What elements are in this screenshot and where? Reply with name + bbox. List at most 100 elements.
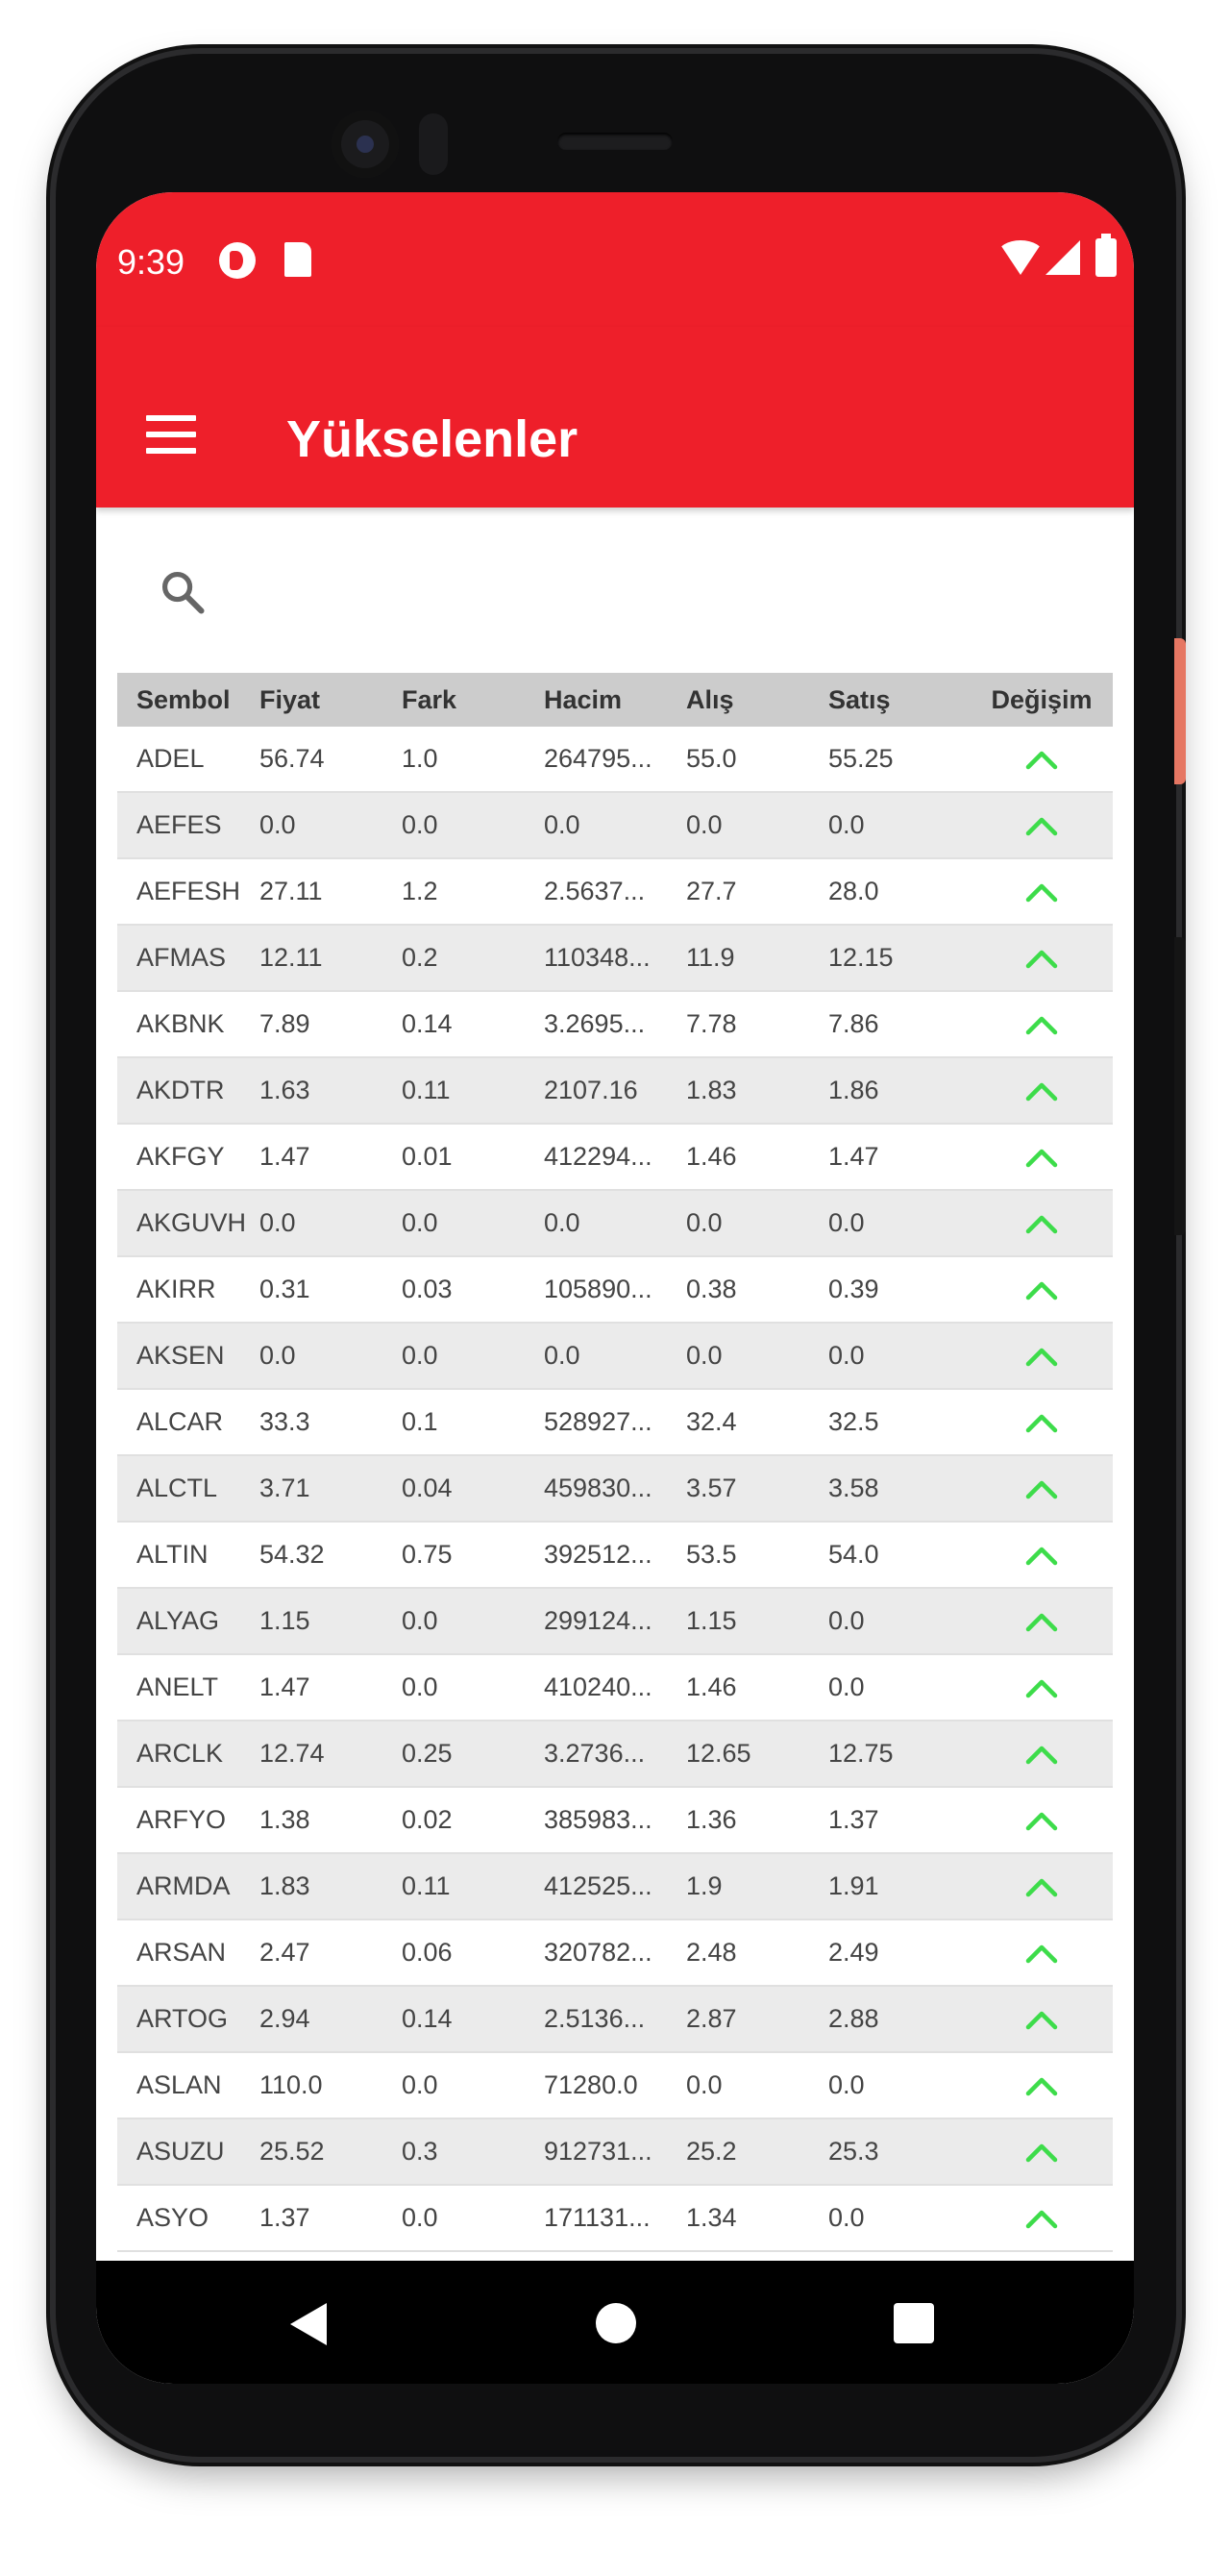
search-input[interactable] bbox=[240, 556, 1090, 625]
search-bar bbox=[96, 508, 1134, 671]
table-cell: 0.0 bbox=[259, 1341, 296, 1370]
table-cell: ALYAG bbox=[136, 1606, 220, 1635]
table-cell: AKGUVH bbox=[136, 1208, 247, 1237]
table-cell: 2.48 bbox=[686, 1938, 737, 1967]
table-cell: 912731... bbox=[544, 2137, 652, 2166]
table-row[interactable]: ADEL 56.74 1.0 264795... 55.0 55.25 bbox=[117, 727, 1113, 793]
table-row[interactable]: ANELT 1.47 0.0 410240... 1.46 0.0 bbox=[117, 1655, 1113, 1721]
column-header: Fiyat bbox=[259, 684, 321, 714]
table-row[interactable]: AKDTR 1.63 0.11 2107.16 1.83 1.86 bbox=[117, 1058, 1113, 1125]
table-cell: 53.5 bbox=[686, 1540, 737, 1569]
change-cell bbox=[971, 2142, 1113, 2163]
change-cell bbox=[971, 1810, 1113, 1831]
chevron-up-icon bbox=[1025, 2011, 1058, 2029]
table-cell: 0.01 bbox=[402, 1142, 453, 1171]
table-cell: 0.0 bbox=[402, 2070, 438, 2099]
change-cell bbox=[971, 1412, 1113, 1433]
table-cell: 264795... bbox=[544, 744, 652, 773]
search-icon[interactable] bbox=[158, 567, 208, 617]
back-button[interactable] bbox=[290, 2303, 327, 2345]
menu-icon[interactable] bbox=[146, 415, 196, 454]
table-row[interactable]: ARCLK 12.74 0.25 3.2736... 12.65 12.75 bbox=[117, 1721, 1113, 1788]
table-row[interactable]: ALYAG 1.15 0.0 299124... 1.15 0.0 bbox=[117, 1589, 1113, 1655]
table-cell: AEFES bbox=[136, 810, 222, 839]
table-row[interactable]: AKSEN 0.0 0.0 0.0 0.0 0.0 bbox=[117, 1324, 1113, 1390]
table-cell: 1.83 bbox=[686, 1076, 737, 1104]
table-row[interactable]: ASLAN 110.0 0.0 71280.0 0.0 0.0 bbox=[117, 2053, 1113, 2119]
table-cell: 2.47 bbox=[259, 1938, 310, 1967]
table-row[interactable]: ARMDA 1.83 0.11 412525... 1.9 1.91 bbox=[117, 1854, 1113, 1920]
table-cell: 12.74 bbox=[259, 1739, 325, 1768]
table-cell: 0.38 bbox=[686, 1275, 737, 1303]
front-camera bbox=[332, 111, 399, 178]
chevron-up-icon bbox=[1025, 1215, 1058, 1233]
table-cell: 1.15 bbox=[259, 1606, 310, 1635]
battery-icon bbox=[1095, 234, 1117, 277]
table-cell: 1.47 bbox=[259, 1142, 310, 1171]
table-row[interactable]: AKFGY 1.47 0.01 412294... 1.46 1.47 bbox=[117, 1125, 1113, 1191]
table-row[interactable]: AKBNK 7.89 0.14 3.2695... 7.78 7.86 bbox=[117, 992, 1113, 1058]
column-header: Fark bbox=[402, 684, 457, 714]
table-cell: 25.52 bbox=[259, 2137, 325, 2166]
table-cell: 320782... bbox=[544, 1938, 652, 1967]
recent-apps-button[interactable] bbox=[894, 2303, 934, 2343]
table-row[interactable]: ASUZU 25.52 0.3 912731... 25.2 25.3 bbox=[117, 2119, 1113, 2186]
table-header: Sembol Fiyat Fark Hacim Alış Satış Değişim bbox=[117, 673, 1113, 727]
table-cell: 0.0 bbox=[828, 1341, 865, 1370]
table-cell: 171131... bbox=[544, 2203, 651, 2232]
table-row[interactable]: AEFES 0.0 0.0 0.0 0.0 0.0 bbox=[117, 793, 1113, 859]
table-cell: 2107.16 bbox=[544, 1076, 638, 1104]
table-row[interactable]: AEFESH 27.11 1.2 2.5637... 27.7 28.0 bbox=[117, 859, 1113, 926]
table-row[interactable]: ALCTL 3.71 0.04 459830... 3.57 3.58 bbox=[117, 1456, 1113, 1523]
chevron-up-icon bbox=[1025, 1613, 1058, 1631]
column-header: Değişim bbox=[991, 684, 1093, 714]
page-title: Yükselenler bbox=[286, 410, 578, 468]
table-cell: AKIRR bbox=[136, 1275, 216, 1303]
chevron-up-icon bbox=[1025, 1082, 1058, 1101]
table-cell: 1.47 bbox=[828, 1142, 879, 1171]
table-cell: 1.47 bbox=[259, 1672, 310, 1701]
table-cell: 0.0 bbox=[686, 1341, 723, 1370]
table-row[interactable]: ARFYO 1.38 0.02 385983... 1.36 1.37 bbox=[117, 1788, 1113, 1854]
table-cell: 0.0 bbox=[828, 2203, 865, 2232]
chevron-up-icon bbox=[1025, 1547, 1058, 1565]
table-cell: 1.37 bbox=[828, 1805, 879, 1834]
table-cell: 110348... bbox=[544, 943, 651, 972]
table-cell: 2.94 bbox=[259, 2004, 310, 2033]
table-cell: 0.0 bbox=[402, 1341, 438, 1370]
chevron-up-icon bbox=[1025, 1812, 1058, 1830]
table-row[interactable]: ALTIN 54.32 0.75 392512... 53.5 54.0 bbox=[117, 1523, 1113, 1589]
change-cell bbox=[971, 1279, 1113, 1300]
table-cell: 0.0 bbox=[544, 1208, 580, 1237]
table-row[interactable]: ARSAN 2.47 0.06 320782... 2.48 2.49 bbox=[117, 1920, 1113, 1987]
change-cell bbox=[971, 1943, 1113, 1964]
navigation-bar bbox=[96, 2261, 1134, 2384]
table-row[interactable]: ARTOG 2.94 0.14 2.5136... 2.87 2.88 bbox=[117, 1987, 1113, 2053]
change-cell bbox=[971, 1346, 1113, 1367]
change-cell bbox=[971, 948, 1113, 969]
table-cell: ASLAN bbox=[136, 2070, 222, 2099]
table-cell: 412525... bbox=[544, 1871, 652, 1900]
table-cell: 0.06 bbox=[402, 1938, 453, 1967]
table-cell: 0.25 bbox=[402, 1739, 453, 1768]
table-row[interactable]: AKGUVH 0.0 0.0 0.0 0.0 0.0 bbox=[117, 1191, 1113, 1257]
table-cell: 0.0 bbox=[686, 1208, 723, 1237]
table-row[interactable]: AFMAS 12.11 0.2 110348... 11.9 12.15 bbox=[117, 926, 1113, 992]
volume-button bbox=[1174, 937, 1186, 1235]
status-time: 9:39 bbox=[117, 242, 185, 282]
table-body: ADEL 56.74 1.0 264795... 55.0 55.25 AEFES 0.0 0.… bbox=[117, 727, 1113, 2252]
table-cell: 0.1 bbox=[402, 1407, 438, 1436]
table-cell: ALCTL bbox=[136, 1474, 218, 1502]
table-cell: 1.2 bbox=[402, 877, 438, 905]
home-button[interactable] bbox=[596, 2303, 636, 2343]
stock-table: Sembol Fiyat Fark Hacim Alış Satış Değişim ADE… bbox=[117, 673, 1113, 2252]
table-cell: 25.2 bbox=[686, 2137, 737, 2166]
table-row[interactable]: ASYO 1.37 0.0 171131... 1.34 0.0 bbox=[117, 2186, 1113, 2252]
table-row[interactable]: AKIRR 0.31 0.03 105890... 0.38 0.39 bbox=[117, 1257, 1113, 1324]
table-cell: AKFGY bbox=[136, 1142, 225, 1171]
table-cell: 0.0 bbox=[544, 1341, 580, 1370]
table-row[interactable]: ALCAR 33.3 0.1 528927... 32.4 32.5 bbox=[117, 1390, 1113, 1456]
table-cell: 0.0 bbox=[828, 1672, 865, 1701]
table-cell: 299124... bbox=[544, 1606, 652, 1635]
table-cell: 3.57 bbox=[686, 1474, 737, 1502]
